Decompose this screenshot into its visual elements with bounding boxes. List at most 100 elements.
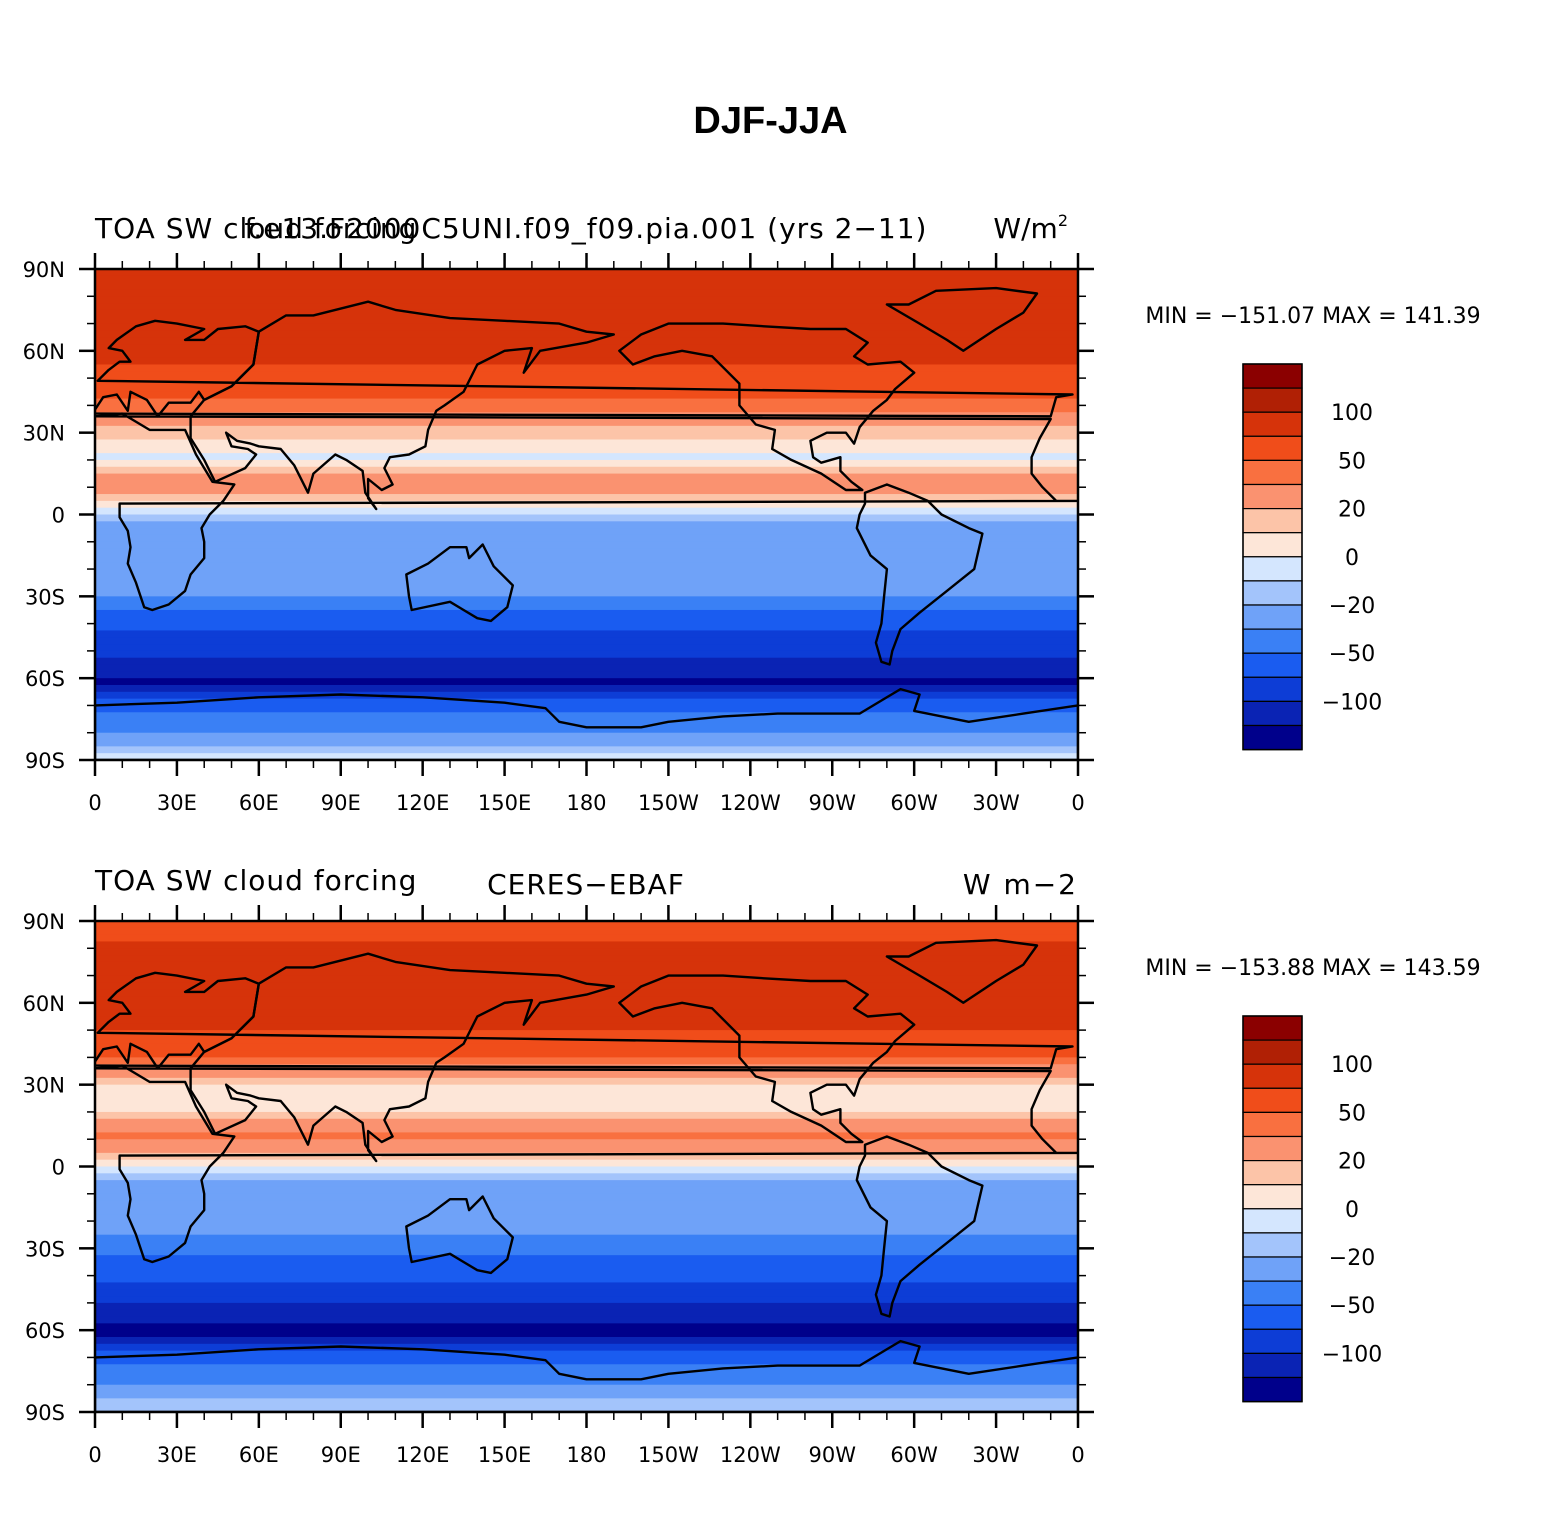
zonal-band xyxy=(95,657,1078,666)
colorbar-swatch xyxy=(1242,652,1303,678)
lon-tick-label: 60W xyxy=(890,1443,938,1467)
zonal-band xyxy=(95,507,1078,516)
zonal-band xyxy=(95,1118,1078,1127)
zonal-band xyxy=(95,1186,1078,1195)
zonal-band xyxy=(95,1016,1078,1024)
zonal-band xyxy=(95,1152,1078,1161)
zonal-band xyxy=(95,575,1078,584)
coast-europe xyxy=(0,973,90,1069)
colorbar-label: 50 xyxy=(1338,449,1366,474)
zonal-band xyxy=(95,1371,1078,1379)
panel-title-center: CERES−EBAF xyxy=(487,868,685,901)
zonal-band xyxy=(95,344,1078,352)
zonal-band xyxy=(95,1248,1078,1256)
lon-tick-label: 90E xyxy=(321,1443,361,1467)
zonal-band xyxy=(95,603,1078,611)
zonal-band xyxy=(95,1159,1078,1168)
lat-tick-label: 60S xyxy=(25,667,65,691)
zonal-band xyxy=(95,732,1078,741)
lat-tick-label: 90N xyxy=(23,258,65,282)
zonal-band xyxy=(95,934,1078,943)
zonal-band xyxy=(95,419,1078,427)
coast-antarctica xyxy=(95,1339,1078,1412)
colorbar-swatch xyxy=(1242,1256,1303,1282)
zonal-band xyxy=(95,357,1078,366)
lon-tick-label: 0 xyxy=(1071,791,1084,815)
panel-units: W/m2 xyxy=(993,211,1068,245)
colorbar-swatch xyxy=(1242,387,1303,413)
zonal-band xyxy=(95,725,1078,734)
zonal-band xyxy=(95,1125,1078,1134)
colorbar-swatch xyxy=(1242,483,1303,510)
zonal-band xyxy=(95,1166,1078,1174)
coast-africa xyxy=(95,412,1078,612)
colorbar-swatch xyxy=(1242,1160,1303,1186)
zonal-band xyxy=(95,975,1078,983)
coast-greenland xyxy=(885,286,1039,352)
colorbar-label: 100 xyxy=(1331,1053,1373,1078)
zonal-band xyxy=(95,1043,1078,1052)
colorbar-swatch xyxy=(1242,604,1303,630)
panel-title-left: TOA SW cloud forcing xyxy=(94,212,417,245)
zonal-band xyxy=(95,948,1078,956)
colorbar-swatch xyxy=(1242,1135,1303,1162)
zonal-band xyxy=(95,500,1078,509)
zonal-band xyxy=(95,968,1078,977)
lon-tick-label: 150W xyxy=(638,1443,699,1467)
zonal-band xyxy=(95,1241,1078,1249)
zonal-band xyxy=(95,1309,1078,1318)
zonal-band xyxy=(95,1336,1078,1345)
colorbar: 100 50 20 0 −20 −50 −100 xyxy=(1242,1015,1382,1403)
zonal-band xyxy=(95,1214,1078,1222)
zonal-band xyxy=(95,955,1078,963)
zonal-band xyxy=(95,289,1078,297)
zonal-band xyxy=(95,1084,1078,1093)
colorbar-label: −100 xyxy=(1322,690,1382,715)
coast-antarctica xyxy=(95,687,1078,760)
coast-asia xyxy=(189,300,615,511)
zonal-band xyxy=(95,269,1078,277)
lon-tick-label: 0 xyxy=(88,791,101,815)
colorbar-swatch xyxy=(1242,1328,1303,1354)
zonal-band xyxy=(95,480,1078,488)
zonal-band xyxy=(95,989,1078,997)
zonal-band xyxy=(95,296,1078,304)
zonal-band xyxy=(95,1261,1078,1270)
lon-tick-label: 150W xyxy=(638,791,699,815)
colorbar-swatch xyxy=(1242,676,1303,702)
zonal-band xyxy=(95,1323,1078,1331)
zonal-band xyxy=(95,1391,1078,1399)
zonal-band xyxy=(95,637,1078,645)
zonal-band xyxy=(95,1343,1078,1352)
zonal-band xyxy=(95,494,1078,502)
zonal-band xyxy=(95,364,1078,372)
colorbar-label: 50 xyxy=(1338,1101,1366,1126)
lat-tick-label: 90N xyxy=(23,910,65,934)
zonal-band xyxy=(95,1023,1078,1031)
lat-tick-label: 0 xyxy=(52,1156,65,1180)
coast-australia xyxy=(405,1195,514,1275)
lat-tick-label: 0 xyxy=(52,504,65,528)
zonal-band xyxy=(95,678,1078,686)
zonal-band xyxy=(95,664,1078,672)
zonal-band xyxy=(95,961,1078,970)
zonal-band xyxy=(95,309,1078,318)
colorbar-swatch xyxy=(1242,1208,1303,1234)
zonal-band xyxy=(95,589,1078,597)
colorbar-swatch xyxy=(1242,700,1303,727)
lon-tick-label: 30W xyxy=(972,1443,1020,1467)
colorbar-label: 20 xyxy=(1338,498,1366,523)
lon-tick-label: 150E xyxy=(478,1443,531,1467)
coast-australia xyxy=(405,543,514,623)
zonal-band xyxy=(95,1316,1078,1324)
colorbar-swatch xyxy=(1242,1376,1303,1403)
colorbar-label: 100 xyxy=(1331,401,1373,426)
coast-asia xyxy=(189,952,615,1163)
lon-tick-label: 150E xyxy=(478,791,531,815)
zonal-band xyxy=(95,1364,1078,1372)
zonal-band xyxy=(95,1405,1078,1412)
panel-observations: TOA SW cloud forcing CERES−EBAF W m−2 MI… xyxy=(0,864,1481,1467)
zonal-band xyxy=(95,1377,1078,1386)
coast-europe xyxy=(95,971,1074,1070)
zonal-band xyxy=(95,514,1078,522)
